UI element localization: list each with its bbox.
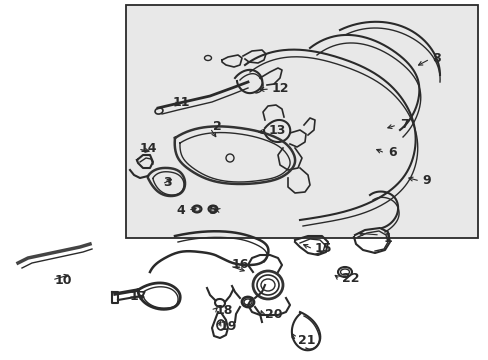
Text: 18: 18 bbox=[216, 303, 233, 316]
Text: 22: 22 bbox=[341, 271, 359, 284]
Text: 20: 20 bbox=[264, 309, 282, 321]
Text: 9: 9 bbox=[421, 174, 430, 186]
Text: 16: 16 bbox=[231, 258, 249, 271]
Text: 17: 17 bbox=[130, 289, 147, 302]
Text: 21: 21 bbox=[297, 333, 315, 346]
Text: 13: 13 bbox=[268, 123, 286, 136]
Text: 5: 5 bbox=[209, 203, 218, 216]
Text: 10: 10 bbox=[55, 274, 72, 287]
Text: 2: 2 bbox=[213, 121, 221, 134]
Text: 19: 19 bbox=[220, 320, 237, 333]
Text: 4: 4 bbox=[176, 203, 184, 216]
Text: 3: 3 bbox=[163, 176, 171, 189]
Bar bbox=[126, 5, 477, 238]
Text: 15: 15 bbox=[314, 242, 332, 255]
Text: 6: 6 bbox=[387, 145, 396, 158]
Text: 1: 1 bbox=[383, 231, 392, 244]
Text: 12: 12 bbox=[271, 81, 289, 94]
Text: 7: 7 bbox=[399, 117, 408, 130]
Text: 14: 14 bbox=[140, 141, 157, 154]
Text: 8: 8 bbox=[431, 51, 440, 64]
Text: 11: 11 bbox=[173, 95, 190, 108]
